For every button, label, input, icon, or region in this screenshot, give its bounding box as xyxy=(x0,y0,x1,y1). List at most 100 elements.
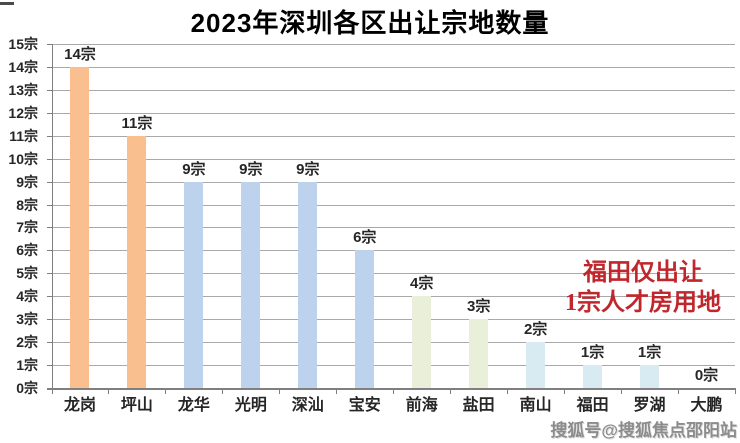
gridline xyxy=(51,66,735,68)
x-axis-label-罗湖: 罗湖 xyxy=(633,397,666,414)
bar-value-label: 3宗 xyxy=(467,298,491,316)
x-tick-mark xyxy=(108,388,110,394)
x-axis-label-光明: 光明 xyxy=(234,397,267,414)
gridline xyxy=(51,158,735,160)
corner-artifact-mark xyxy=(0,2,14,5)
bar-value-label: 1宗 xyxy=(580,344,605,362)
x-tick-mark xyxy=(621,388,623,394)
y-axis-label: 9宗 xyxy=(16,173,38,190)
y-tick-mark xyxy=(46,273,52,275)
y-axis-label: 12宗 xyxy=(8,104,38,121)
y-tick-mark xyxy=(46,204,52,206)
gridline xyxy=(51,181,735,183)
x-axis-label-龙华: 龙华 xyxy=(177,397,210,414)
gridline xyxy=(51,112,735,114)
gridline xyxy=(51,365,735,367)
y-axis-label: 0宗 xyxy=(16,380,38,396)
bar-value-label: 4宗 xyxy=(410,275,434,293)
bar-深汕 xyxy=(298,181,318,388)
x-axis-label-龙岗: 龙岗 xyxy=(63,397,96,414)
x-tick-mark xyxy=(678,388,680,394)
bar-value-label: 9宗 xyxy=(239,160,263,178)
y-tick-mark xyxy=(46,44,52,45)
x-tick-mark xyxy=(222,388,224,394)
x-tick-mark xyxy=(735,388,736,394)
x-axis-label-盐田: 盐田 xyxy=(462,397,495,414)
y-axis-label: 13宗 xyxy=(8,81,38,98)
x-axis-label-福田: 福田 xyxy=(576,397,609,414)
bar-value-label: 9宗 xyxy=(296,160,320,178)
bar-宝安 xyxy=(355,250,375,388)
x-tick-mark xyxy=(336,388,338,394)
bar-value-label: 6宗 xyxy=(353,229,377,247)
bar-盐田 xyxy=(469,319,489,388)
y-tick-mark xyxy=(46,250,52,252)
annotation-futian-note: 福田仅出让 1宗人才房用地 xyxy=(543,258,740,318)
bar-value-label: 0宗 xyxy=(694,367,719,384)
bar-value-label: 9宗 xyxy=(182,160,206,178)
x-axis-label-坪山: 坪山 xyxy=(120,397,153,414)
chart-title: 2023年深圳各区出让宗地数量 xyxy=(190,8,550,38)
watermark-sohu: 搜狐号@搜狐焦点邵阳站 xyxy=(550,421,737,440)
y-tick-mark xyxy=(46,319,52,321)
bar-前海 xyxy=(412,296,432,388)
x-tick-mark xyxy=(165,388,167,394)
y-tick-mark xyxy=(46,227,52,229)
y-axis-label: 7宗 xyxy=(16,219,38,236)
x-axis-line xyxy=(46,388,735,390)
gridline xyxy=(51,250,735,252)
bar-罗湖 xyxy=(640,365,660,388)
bar-南山 xyxy=(526,342,546,388)
y-axis-label: 11宗 xyxy=(9,127,38,144)
y-tick-mark xyxy=(46,66,52,68)
y-axis-line xyxy=(51,44,53,394)
x-axis-label-前海: 前海 xyxy=(405,397,438,414)
x-tick-mark xyxy=(507,388,509,394)
y-axis-label: 8宗 xyxy=(16,196,38,213)
gridline xyxy=(51,342,735,344)
y-tick-mark xyxy=(46,158,52,160)
bar-value-label: 14宗 xyxy=(64,45,96,63)
gridline xyxy=(51,204,735,206)
gridline xyxy=(51,44,735,45)
y-tick-mark xyxy=(46,342,52,344)
x-axis-label-大鹏: 大鹏 xyxy=(690,397,723,414)
gridline xyxy=(51,273,735,275)
x-tick-mark xyxy=(393,388,395,394)
annotation-line-1: 福田仅出让 xyxy=(583,260,703,286)
gridline xyxy=(51,296,735,298)
x-tick-mark xyxy=(564,388,566,394)
gridline xyxy=(51,319,735,321)
bar-福田 xyxy=(583,365,603,388)
x-axis-label-深汕: 深汕 xyxy=(291,397,324,414)
y-tick-mark xyxy=(46,89,52,91)
gridline xyxy=(51,89,735,91)
y-tick-mark xyxy=(46,296,52,298)
y-axis-label: 14宗 xyxy=(8,58,38,75)
x-tick-mark xyxy=(450,388,452,394)
y-axis-label: 6宗 xyxy=(16,242,38,259)
bar-龙华 xyxy=(184,181,204,388)
bar-value-label: 11宗 xyxy=(121,114,153,132)
y-axis-label: 3宗 xyxy=(16,311,38,328)
x-axis-label-宝安: 宝安 xyxy=(348,397,381,414)
bar-value-label: 1宗 xyxy=(637,344,662,362)
gridline xyxy=(51,135,735,137)
bar-value-label: 2宗 xyxy=(523,321,548,339)
gridline xyxy=(51,227,735,229)
y-axis-label: 5宗 xyxy=(16,265,38,282)
x-tick-mark xyxy=(51,388,53,394)
y-tick-mark xyxy=(46,365,52,367)
y-axis-label: 10宗 xyxy=(8,150,38,167)
bar-坪山 xyxy=(127,135,147,388)
bar-光明 xyxy=(241,181,261,388)
y-tick-mark xyxy=(46,181,52,183)
y-axis-label: 1宗 xyxy=(16,357,38,374)
y-axis-label: 2宗 xyxy=(16,334,38,351)
annotation-line-2: 1宗人才房用地 xyxy=(565,290,721,316)
y-axis-label: 4宗 xyxy=(16,288,38,305)
x-axis-label-南山: 南山 xyxy=(519,397,552,414)
y-tick-mark xyxy=(46,135,52,137)
y-tick-mark xyxy=(46,112,52,114)
